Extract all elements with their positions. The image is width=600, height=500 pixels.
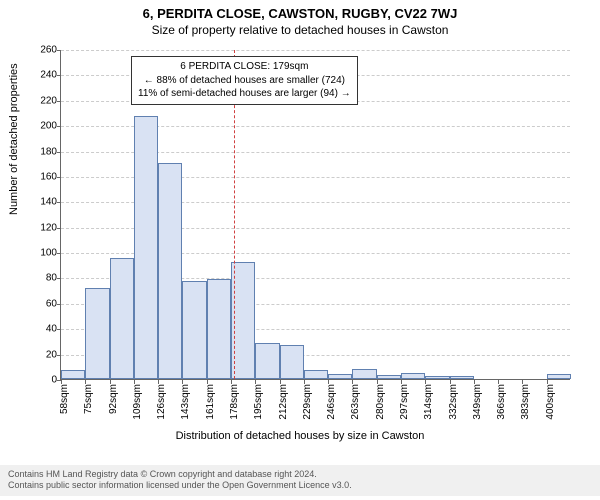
histogram-bar: [328, 374, 352, 379]
x-tick-label: 109sqm: [132, 384, 143, 424]
x-axis-label: Distribution of detached houses by size …: [0, 430, 600, 442]
histogram-bar: [255, 343, 279, 379]
histogram-bar: [158, 163, 182, 379]
y-tick-mark: [57, 177, 61, 178]
histogram-bar: [450, 376, 474, 379]
x-tick-label: 126sqm: [156, 384, 167, 424]
histogram-bar: [85, 288, 109, 379]
y-tick-label: 200: [31, 121, 57, 132]
y-tick-label: 120: [31, 222, 57, 233]
grid-line: [61, 50, 570, 51]
info-line-2: ← 88% of detached houses are smaller (72…: [138, 74, 351, 88]
histogram-bar: [401, 373, 425, 379]
histogram-bar: [425, 376, 449, 379]
y-tick-mark: [57, 75, 61, 76]
x-tick-label: 195sqm: [253, 384, 264, 424]
x-tick-label: 314sqm: [423, 384, 434, 424]
x-tick-label: 366sqm: [496, 384, 507, 424]
info-box: 6 PERDITA CLOSE: 179sqm ← 88% of detache…: [131, 56, 358, 105]
x-tick-label: 263sqm: [350, 384, 361, 424]
y-tick-label: 240: [31, 70, 57, 81]
y-tick-label: 40: [31, 324, 57, 335]
info-line-1: 6 PERDITA CLOSE: 179sqm: [138, 60, 351, 74]
x-tick-label: 332sqm: [448, 384, 459, 424]
y-tick-label: 60: [31, 298, 57, 309]
chart-title-main: 6, PERDITA CLOSE, CAWSTON, RUGBY, CV22 7…: [0, 0, 600, 21]
x-tick-label: 58sqm: [59, 384, 70, 424]
chart-container: 6, PERDITA CLOSE, CAWSTON, RUGBY, CV22 7…: [0, 0, 600, 500]
y-tick-label: 260: [31, 45, 57, 56]
y-tick-mark: [57, 152, 61, 153]
y-tick-label: 140: [31, 197, 57, 208]
histogram-bar: [207, 279, 231, 379]
y-tick-mark: [57, 228, 61, 229]
y-tick-mark: [57, 253, 61, 254]
x-tick-label: 212sqm: [278, 384, 289, 424]
histogram-bar: [304, 370, 328, 379]
y-tick-mark: [57, 329, 61, 330]
histogram-bar: [182, 281, 206, 379]
y-tick-mark: [57, 50, 61, 51]
info-line-3: 11% of semi-detached houses are larger (…: [138, 87, 351, 101]
y-tick-label: 100: [31, 248, 57, 259]
y-tick-label: 180: [31, 146, 57, 157]
histogram-bar: [280, 345, 304, 379]
y-tick-mark: [57, 304, 61, 305]
y-tick-label: 160: [31, 171, 57, 182]
y-tick-label: 80: [31, 273, 57, 284]
x-tick-label: 400sqm: [545, 384, 556, 424]
footer: Contains HM Land Registry data © Crown c…: [0, 465, 600, 496]
x-tick-label: 92sqm: [108, 384, 119, 424]
y-tick-mark: [57, 101, 61, 102]
histogram-bar: [547, 374, 571, 379]
x-tick-label: 383sqm: [520, 384, 531, 424]
x-tick-label: 280sqm: [375, 384, 386, 424]
x-tick-label: 161sqm: [205, 384, 216, 424]
histogram-bar: [377, 375, 401, 379]
histogram-bar: [352, 369, 376, 379]
y-tick-mark: [57, 278, 61, 279]
y-tick-mark: [57, 355, 61, 356]
x-tick-label: 229sqm: [302, 384, 313, 424]
y-axis-label: Number of detached properties: [8, 63, 20, 215]
y-tick-label: 20: [31, 349, 57, 360]
histogram-bar: [110, 258, 134, 379]
footer-line-1: Contains HM Land Registry data © Crown c…: [8, 469, 592, 481]
x-tick-label: 297sqm: [399, 384, 410, 424]
x-tick-label: 349sqm: [472, 384, 483, 424]
y-tick-label: 0: [31, 375, 57, 386]
x-tick-label: 178sqm: [229, 384, 240, 424]
chart-title-sub: Size of property relative to detached ho…: [0, 21, 600, 37]
histogram-bar: [134, 116, 158, 379]
y-tick-mark: [57, 202, 61, 203]
plot-area: 02040608010012014016018020022024026058sq…: [60, 50, 570, 380]
histogram-bar: [61, 370, 85, 379]
x-tick-label: 143sqm: [180, 384, 191, 424]
footer-line-2: Contains public sector information licen…: [8, 480, 592, 492]
y-tick-mark: [57, 126, 61, 127]
x-tick-label: 75sqm: [83, 384, 94, 424]
x-tick-label: 246sqm: [326, 384, 337, 424]
y-tick-label: 220: [31, 95, 57, 106]
